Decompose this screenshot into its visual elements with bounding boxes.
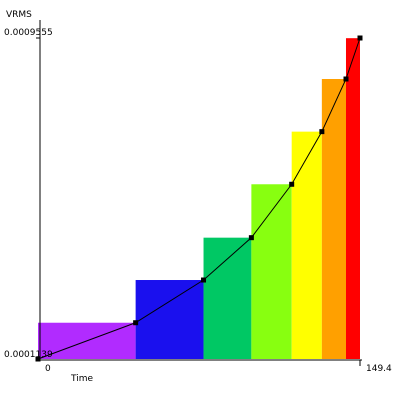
data-point-8 xyxy=(357,35,363,41)
bar-7 xyxy=(345,38,360,359)
trend-line xyxy=(37,37,361,360)
data-point-2 xyxy=(133,320,139,326)
y-tick-label-min: 0.0001139 xyxy=(4,350,53,360)
data-point-1 xyxy=(35,356,41,362)
y-tick-label-max: 0.0009555 xyxy=(4,28,53,38)
data-point-6 xyxy=(319,129,325,135)
data-point-4 xyxy=(248,235,254,241)
x-tick-label-max: 149.4 xyxy=(366,364,392,374)
x-tick-label-min: 0 xyxy=(45,364,51,374)
data-point-7 xyxy=(343,76,349,82)
bar-5 xyxy=(291,131,322,359)
bar-6 xyxy=(321,79,346,359)
x-axis-label: Time xyxy=(70,374,93,384)
y-axis-label: VRMS xyxy=(6,10,32,20)
bar-3 xyxy=(203,237,252,359)
bars-layer xyxy=(38,38,360,359)
bar-2 xyxy=(135,280,204,359)
curve-layer xyxy=(35,35,363,362)
data-point-3 xyxy=(201,277,207,283)
bar-4 xyxy=(251,184,292,359)
data-point-5 xyxy=(289,181,295,187)
